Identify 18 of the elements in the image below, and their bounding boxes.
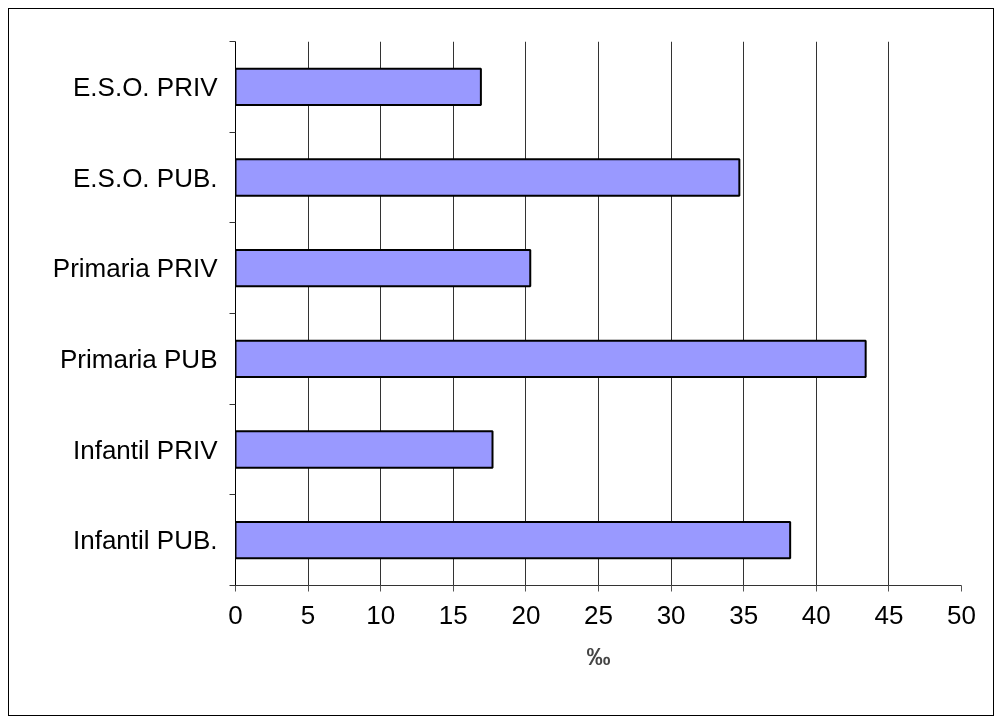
y-tick-label: E.S.O. PRIV (73, 71, 219, 102)
x-tick-label: 35 (729, 599, 759, 630)
x-tick-label: 10 (366, 599, 396, 630)
x-tick-label: 30 (656, 599, 686, 630)
x-tick-label: 50 (947, 599, 976, 630)
x-tick-label: 20 (511, 599, 541, 630)
x-tick-label: 15 (438, 599, 468, 630)
x-tick-label: 5 (300, 599, 316, 630)
y-tick-label: Infantil PRIV (72, 434, 219, 465)
y-tick-label: E.S.O. PUB. (73, 162, 218, 193)
x-tick-label: 0 (228, 599, 243, 630)
y-tick-label: Primaria PRIV (52, 253, 219, 284)
x-tick-label: 40 (801, 599, 831, 630)
y-tick-label: Infantil PUB. (72, 525, 218, 556)
x-tick-label: 45 (874, 599, 904, 630)
x-tick-label: 25 (584, 599, 613, 630)
y-tick-label: Primaria PUB (60, 343, 218, 374)
x-axis-title: ‰ (586, 642, 611, 670)
